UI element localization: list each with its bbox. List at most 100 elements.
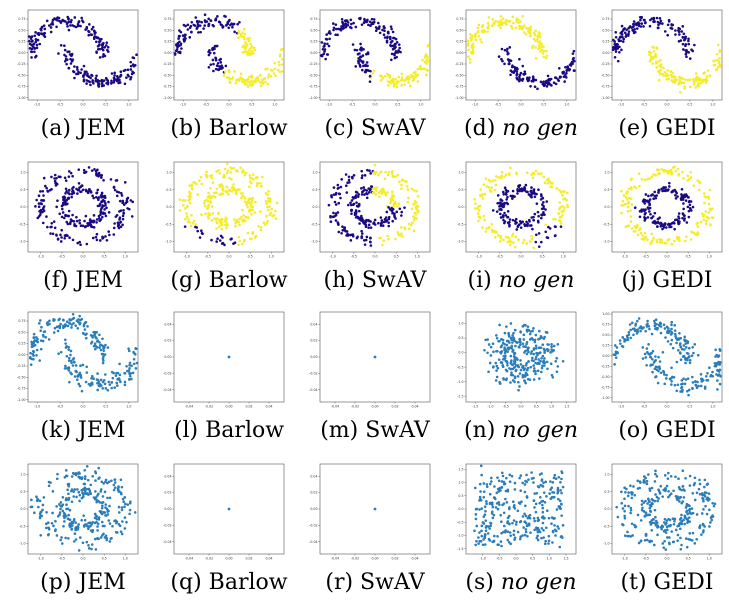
scatter-point: [520, 474, 523, 477]
scatter-point: [522, 515, 525, 518]
scatter-point: [477, 536, 480, 539]
scatter-point: [523, 73, 526, 76]
scatter-point: [506, 501, 509, 504]
scatter-point: [359, 65, 362, 68]
scatter-point: [630, 178, 633, 181]
scatter-point: [512, 500, 515, 503]
scatter-point: [387, 221, 390, 224]
y-tick-label: 0.25: [602, 344, 609, 348]
scatter-point: [709, 189, 712, 192]
y-tick-label: -1.0: [603, 240, 609, 244]
scatter-point: [674, 219, 677, 222]
scatter-point: [94, 490, 97, 493]
scatter-point: [57, 352, 60, 355]
scatter-point: [347, 24, 350, 27]
scatter-point: [549, 180, 552, 183]
scatter-point: [211, 219, 214, 222]
scatter-point: [393, 54, 396, 57]
scatter-point: [644, 178, 647, 181]
scatter-point: [68, 381, 71, 384]
scatter-point: [529, 190, 532, 193]
scatter-point: [109, 522, 112, 525]
scatter-point: [536, 36, 539, 39]
scatter-point: [106, 497, 109, 500]
scatter-point: [515, 523, 518, 526]
scatter-point: [99, 210, 102, 213]
scatter-point: [132, 372, 135, 375]
scatter-point: [116, 384, 119, 387]
scatter-point: [509, 167, 512, 170]
y-tick-label: 0.0: [312, 205, 317, 209]
scatter-point: [60, 501, 63, 504]
scatter-point: [705, 216, 708, 219]
scatter-point: [691, 387, 694, 390]
scatter-point: [489, 362, 492, 365]
scatter-point: [220, 66, 223, 69]
y-tick-label: 0.50: [18, 330, 25, 334]
scatter-point: [65, 503, 68, 506]
scatter-point: [518, 58, 521, 61]
scatter-point: [208, 23, 211, 26]
scatter-point: [678, 338, 681, 341]
scatter-point: [497, 176, 500, 179]
scatter-point: [479, 483, 482, 486]
scatter-point: [534, 195, 537, 198]
scatter-point: [104, 536, 107, 539]
scatter-point: [504, 49, 507, 52]
scatter-point: [372, 191, 375, 194]
scatter-point: [680, 383, 683, 386]
scatter-point: [128, 378, 131, 381]
scatter-point: [511, 27, 514, 30]
scatter-point: [492, 23, 495, 26]
scatter-point: [233, 70, 236, 73]
scatter-point: [232, 242, 235, 245]
scatter-point: [216, 237, 219, 240]
scatter-point: [200, 183, 203, 186]
scatter-point: [518, 346, 521, 349]
caption-method: Barlow: [209, 570, 288, 595]
scatter-point: [649, 198, 652, 201]
scatter-point: [340, 25, 343, 28]
y-tick-label: -0.25: [163, 62, 171, 66]
scatter-point: [341, 21, 344, 24]
scatter-point: [95, 77, 98, 80]
scatter-point: [369, 237, 372, 240]
scatter-point: [67, 537, 70, 540]
scatter-point: [655, 194, 658, 197]
scatter-point: [545, 495, 548, 498]
scatter-point: [482, 183, 485, 186]
scatter-point: [629, 25, 632, 28]
scatter-point: [682, 202, 685, 205]
scatter-point: [246, 80, 249, 83]
scatter-point: [628, 30, 631, 33]
scatter-point: [530, 196, 533, 199]
x-tick-label: -0.02: [205, 405, 213, 409]
scatter-point: [502, 377, 505, 380]
scatter-point: [506, 236, 509, 239]
scatter-point: [685, 235, 688, 238]
scatter-point: [244, 48, 247, 51]
scatter-point: [687, 206, 690, 209]
scatter-point: [687, 377, 690, 380]
x-tick-label: 0.0: [518, 103, 523, 107]
scatter-point: [334, 193, 337, 196]
scatter-point: [649, 58, 652, 61]
scatter-point: [663, 170, 666, 173]
scatter-point: [707, 195, 710, 198]
scatter-point: [538, 232, 541, 235]
scatter-point: [131, 73, 134, 76]
scatter-point: [40, 348, 43, 351]
scatter-point: [660, 372, 663, 375]
scatter-point: [47, 190, 50, 193]
scatter-point: [60, 236, 63, 239]
scatter-point: [64, 342, 67, 345]
scatter-point: [477, 35, 480, 38]
scatter-point: [96, 169, 99, 172]
scatter-point: [502, 17, 505, 20]
scatter-point: [383, 33, 386, 36]
scatter-point: [501, 504, 504, 507]
scatter-point: [122, 500, 125, 503]
scatter-point: [517, 531, 520, 534]
scatter-point: [360, 187, 363, 190]
